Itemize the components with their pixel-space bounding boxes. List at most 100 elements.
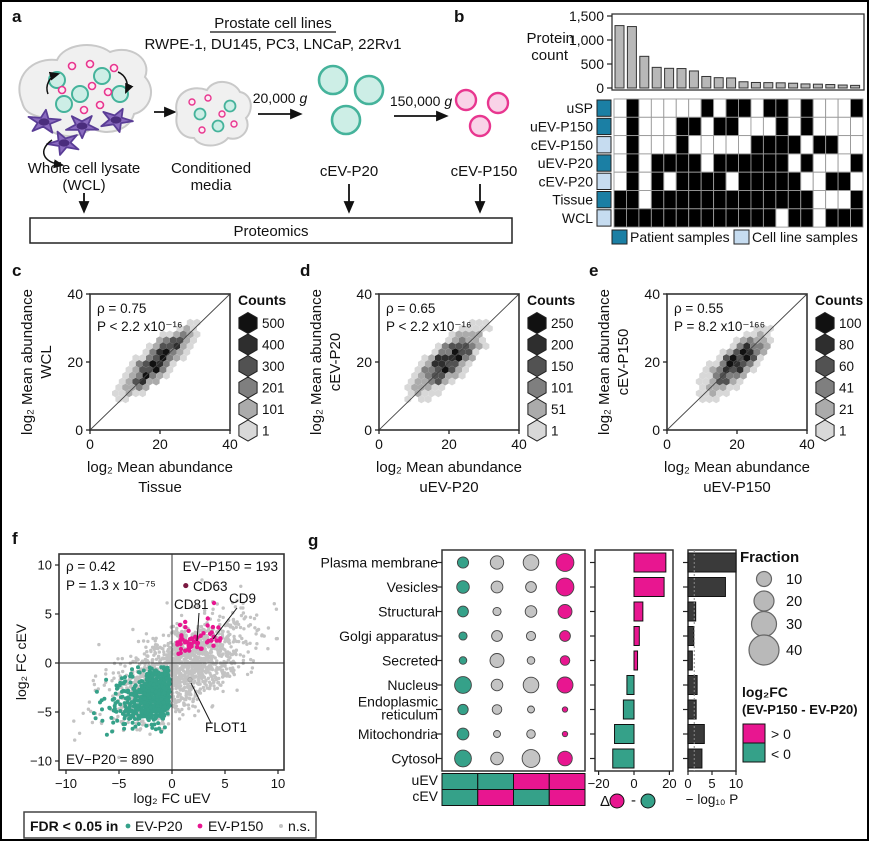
presence-cell <box>626 190 640 210</box>
gene-label: FLOT1 <box>205 720 247 735</box>
sample-type-legend: Patient samples Cell line samples <box>611 229 858 245</box>
ns-point <box>176 685 180 689</box>
presence-cell <box>663 116 677 137</box>
evp150-point <box>211 643 216 648</box>
counts-legend-value: 21 <box>839 402 854 417</box>
purple-cells <box>27 107 134 156</box>
ns-point <box>186 690 191 695</box>
presence-cell <box>762 153 777 173</box>
counts-legend-value: 250 <box>551 316 574 331</box>
ns-point <box>217 667 221 671</box>
hex-cell <box>414 389 422 398</box>
hex-cell <box>418 395 425 404</box>
evp20-point <box>136 665 140 670</box>
hex-cell <box>183 348 191 356</box>
presence-cell <box>638 190 652 210</box>
ns-point <box>199 624 204 629</box>
fraction-dot <box>555 577 575 597</box>
ns-point <box>238 625 243 630</box>
hex-cell <box>712 383 720 392</box>
hex-cell <box>469 354 476 362</box>
presence-cell <box>650 135 665 155</box>
presence-cell <box>825 171 839 191</box>
spin1-label: 20,000 g <box>253 90 308 106</box>
ns-point <box>220 643 225 647</box>
evp20-point <box>93 716 98 721</box>
hex-cell <box>438 383 446 392</box>
ns-point <box>213 687 217 691</box>
hex-cell <box>135 360 143 368</box>
ev-heatmap-cell <box>548 789 586 806</box>
presence-cell <box>837 190 851 210</box>
hex-cell <box>428 365 435 374</box>
ns-point <box>153 639 157 643</box>
presence-cell <box>663 171 677 191</box>
ns-point <box>226 671 230 676</box>
presence-cell <box>787 98 802 118</box>
hex-cell <box>186 330 194 339</box>
ns-point <box>73 738 77 742</box>
ns-point <box>196 682 201 686</box>
hex-cell <box>699 371 706 380</box>
hex-cell <box>431 348 439 356</box>
panel-a-title: Prostate cell lines <box>214 15 332 32</box>
evp20-point <box>156 707 161 712</box>
ns-point <box>224 667 229 671</box>
ns-point <box>255 642 259 646</box>
hex-cell <box>448 377 456 386</box>
presence-cell <box>713 190 727 210</box>
ns-point <box>167 633 171 638</box>
ns-point <box>203 608 207 613</box>
gene-point <box>195 641 200 646</box>
ns-point <box>231 649 236 653</box>
hex-cell <box>428 354 435 362</box>
presence-cell <box>713 98 727 118</box>
ns-point <box>148 732 152 736</box>
e-hexbin-cloud <box>666 293 808 431</box>
f-legend-label: n.s. <box>288 818 311 834</box>
ns-point <box>223 673 227 678</box>
ns-point <box>221 615 225 620</box>
hex-cell <box>736 365 744 374</box>
hex-cell <box>740 371 747 380</box>
x-tick-label: 40 <box>222 436 238 452</box>
hex-cell <box>156 360 163 368</box>
f-rho: ρ = 0.42 <box>66 559 115 574</box>
evp20-point <box>127 704 132 709</box>
hex-cell <box>472 336 480 345</box>
hex-cell <box>733 371 740 380</box>
hex-cell <box>166 330 174 339</box>
evp150-point <box>177 622 183 628</box>
ns-point <box>248 623 253 627</box>
e-ylabel-line1: log₂ Mean abundance <box>596 289 613 435</box>
ns-point <box>187 696 191 700</box>
hex-cell <box>733 360 740 368</box>
ns-point <box>196 677 200 682</box>
evp20-point <box>150 725 155 730</box>
ns-point <box>116 714 120 719</box>
hex-cell <box>729 377 737 386</box>
presence-cell <box>762 98 777 118</box>
presence-cell <box>812 116 827 137</box>
fc-positive-label: > 0 <box>771 726 791 742</box>
counts-legend-hex-icon <box>238 419 258 442</box>
ns-point <box>176 707 180 712</box>
ns-point <box>209 674 213 678</box>
ns-point <box>172 672 176 676</box>
ns-point <box>241 601 245 605</box>
ns-point <box>179 613 184 618</box>
c-ylabel-line2: WCL <box>38 345 55 378</box>
delta-magenta-circle-icon <box>609 793 625 809</box>
evp20-point <box>131 704 136 709</box>
presence-cell <box>688 171 702 191</box>
d-hexbin-cloud <box>378 293 520 431</box>
protein-count-bar <box>701 75 712 89</box>
ns-point <box>214 677 219 682</box>
e-rho: ρ = 0.55 <box>674 301 723 316</box>
presence-cell <box>738 190 752 210</box>
presence-cell <box>787 135 802 155</box>
protein-count-bar <box>738 81 749 89</box>
hex-cell <box>132 365 140 374</box>
evp20-point <box>165 711 170 716</box>
hex-cell <box>183 336 191 345</box>
